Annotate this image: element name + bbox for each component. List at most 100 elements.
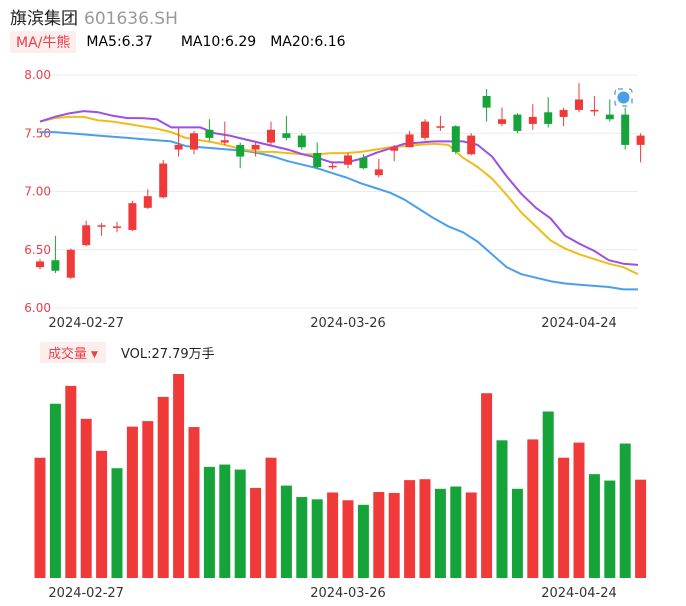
volume-bar bbox=[481, 393, 493, 578]
ma10-label: MA10:6.29 bbox=[180, 34, 257, 50]
volume-bar bbox=[635, 479, 647, 578]
candlesticks bbox=[36, 83, 645, 279]
candle-body bbox=[220, 140, 229, 143]
y-tick-label: 7.50 bbox=[24, 126, 51, 140]
y-tick-label: 7.00 bbox=[24, 185, 51, 199]
volume-bar bbox=[280, 485, 292, 578]
volume-bar bbox=[311, 499, 323, 578]
stock-code: 601636.SH bbox=[84, 9, 178, 29]
candle-body bbox=[113, 226, 121, 228]
price-x-axis: 2024-02-27 2024-03-26 2024-04-24 bbox=[48, 316, 616, 331]
volume-indicator-button[interactable]: 成交量 ▼ bbox=[40, 341, 106, 363]
candle-body bbox=[575, 99, 583, 110]
volume-bar bbox=[157, 396, 169, 578]
candle-body bbox=[159, 163, 168, 198]
candle-body bbox=[344, 155, 352, 165]
volume-bar bbox=[173, 374, 185, 578]
volume-bar bbox=[419, 479, 431, 578]
candle-body bbox=[66, 249, 75, 278]
ma10-line bbox=[39, 115, 639, 276]
candle-body bbox=[621, 114, 630, 145]
volume-bar bbox=[327, 492, 339, 578]
y-tick-label: 6.50 bbox=[24, 243, 51, 257]
candle-body bbox=[328, 165, 337, 168]
x-tick-label: 2024-03-26 bbox=[310, 586, 386, 601]
volume-bar bbox=[588, 474, 600, 578]
candle-body bbox=[405, 134, 414, 148]
volume-bar bbox=[342, 500, 354, 578]
volume-bar bbox=[296, 497, 308, 578]
volume-bar bbox=[65, 385, 77, 578]
candle-body bbox=[559, 109, 568, 117]
candle-body bbox=[143, 196, 152, 208]
y-tick-label: 8.00 bbox=[24, 68, 51, 82]
volume-bar bbox=[450, 486, 462, 578]
candle-body bbox=[498, 119, 506, 124]
volume-x-axis: 2024-02-27 2024-03-26 2024-04-24 bbox=[48, 586, 616, 601]
candle-body bbox=[605, 114, 614, 120]
candle-body bbox=[251, 144, 260, 150]
candle-body bbox=[174, 144, 183, 150]
latest-marker-icon[interactable] bbox=[614, 88, 633, 107]
y-tick-label: 6.00 bbox=[24, 301, 51, 315]
candle-body bbox=[513, 114, 522, 131]
stock-name: 旗滨集团 bbox=[10, 9, 78, 29]
volume-bar bbox=[265, 457, 277, 578]
volume-bar bbox=[234, 469, 246, 578]
volume-bar bbox=[496, 440, 508, 578]
candle-body bbox=[205, 129, 214, 138]
candle-body bbox=[451, 126, 460, 152]
candle-body bbox=[421, 121, 429, 138]
candle-body bbox=[467, 135, 476, 155]
volume-value-label: VOL:27.79万手 bbox=[120, 346, 215, 362]
volume-bar bbox=[388, 492, 400, 578]
x-tick-label: 2024-03-26 bbox=[310, 316, 386, 331]
ma20-line bbox=[40, 131, 638, 291]
volume-bar bbox=[80, 418, 92, 578]
candle-body bbox=[267, 129, 275, 143]
volume-button-label: 成交量 bbox=[48, 346, 88, 362]
stock-title: 旗滨集团 601636.SH bbox=[10, 4, 178, 29]
volume-bar bbox=[126, 426, 138, 578]
volume-bar bbox=[142, 421, 154, 578]
volume-bar bbox=[111, 468, 123, 578]
candle-body bbox=[190, 133, 198, 150]
candle-body bbox=[436, 126, 445, 128]
volume-bar bbox=[203, 466, 215, 578]
ma5-line bbox=[39, 110, 639, 266]
candle-body bbox=[636, 135, 645, 145]
marker-dot bbox=[617, 91, 630, 104]
volume-bars bbox=[34, 374, 647, 578]
x-tick-label: 2024-02-27 bbox=[48, 316, 124, 331]
volume-bar bbox=[373, 492, 385, 578]
x-tick-label: 2024-02-27 bbox=[48, 586, 124, 601]
volume-bar bbox=[558, 457, 570, 578]
volume-bar bbox=[465, 492, 477, 578]
candle-body bbox=[297, 135, 306, 148]
volume-bar bbox=[188, 427, 200, 578]
candle-body bbox=[51, 260, 60, 271]
volume-bar bbox=[357, 504, 369, 578]
ma-toggle-button[interactable]: MA/牛熊 bbox=[10, 31, 77, 53]
ma20-label: MA20:6.16 bbox=[270, 34, 346, 50]
volume-bar bbox=[527, 439, 539, 578]
volume-bar bbox=[49, 403, 61, 578]
volume-bar bbox=[511, 488, 523, 578]
volume-bar bbox=[404, 480, 416, 578]
candle-body bbox=[359, 157, 368, 169]
volume-bar bbox=[219, 464, 231, 578]
volume-bar bbox=[542, 411, 554, 578]
x-tick-label: 2024-04-24 bbox=[541, 316, 617, 331]
candle-body bbox=[482, 95, 491, 108]
candle-body bbox=[590, 109, 599, 112]
volume-bar bbox=[250, 487, 262, 578]
candle-body bbox=[390, 147, 399, 151]
candle-body bbox=[36, 261, 44, 268]
candle-body bbox=[97, 225, 106, 227]
price-grid: 8.00 7.50 7.00 6.50 6.00 bbox=[24, 68, 638, 315]
volume-bar bbox=[434, 488, 446, 578]
candle-body bbox=[236, 144, 245, 157]
x-tick-label: 2024-04-24 bbox=[541, 586, 617, 601]
candle-body bbox=[313, 153, 322, 168]
